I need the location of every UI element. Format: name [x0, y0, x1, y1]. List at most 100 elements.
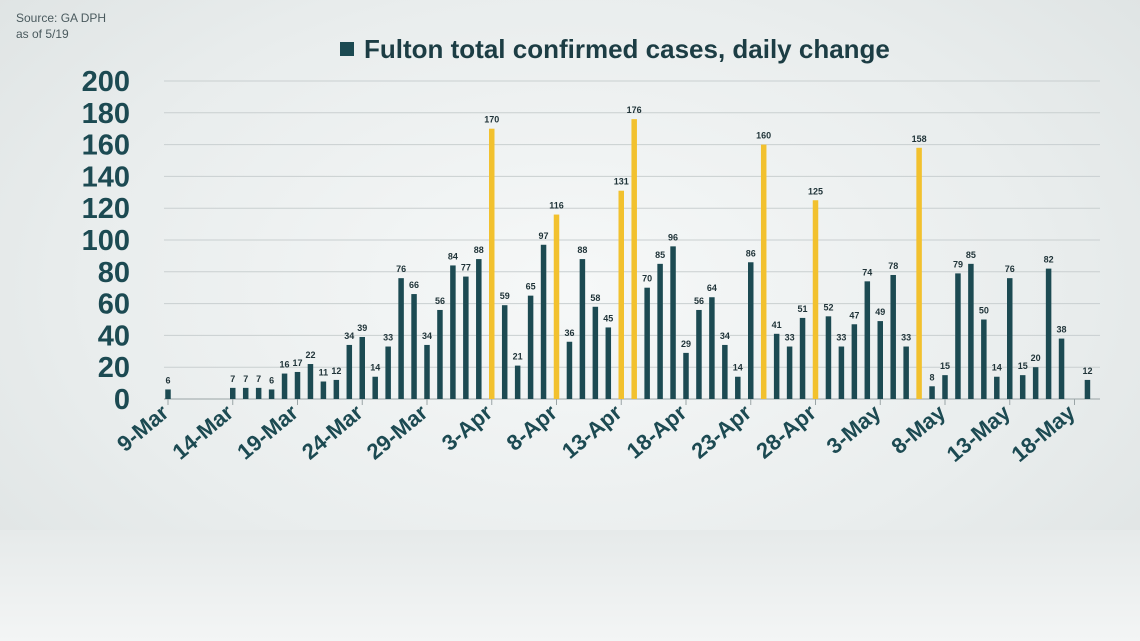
bar	[359, 336, 365, 399]
legend-swatch	[340, 42, 354, 56]
bar	[709, 297, 715, 399]
data-label: 176	[627, 105, 642, 115]
x-tick-label: 13-May	[942, 399, 1016, 467]
y-tick-label: 40	[98, 320, 130, 352]
bar	[165, 389, 171, 399]
x-tick-label: 3-May	[822, 399, 886, 459]
bar	[553, 214, 560, 399]
bar	[450, 265, 456, 399]
data-label: 70	[642, 274, 652, 284]
bar	[346, 344, 353, 399]
bar	[670, 246, 676, 399]
data-label: 50	[979, 306, 989, 316]
bar	[903, 346, 909, 399]
data-label: 85	[966, 250, 976, 260]
data-label: 33	[836, 333, 846, 343]
y-tick-label: 120	[82, 193, 130, 225]
data-label: 96	[668, 232, 678, 242]
data-label: 116	[549, 201, 564, 211]
bar	[748, 262, 754, 399]
data-label: 33	[785, 333, 795, 343]
bar	[890, 274, 896, 399]
data-label: 85	[655, 250, 665, 260]
data-label: 15	[940, 361, 950, 371]
data-label: 158	[912, 134, 927, 144]
x-tick-label: 18-Apr	[622, 399, 692, 463]
bar	[527, 295, 534, 399]
as-of-line: as of 5/19	[16, 27, 69, 41]
data-label: 6	[269, 375, 274, 385]
x-tick-label: 24-Mar	[297, 399, 368, 464]
bar	[877, 321, 883, 399]
data-label: 22	[305, 350, 315, 360]
data-label: 56	[694, 296, 704, 306]
data-label: 47	[849, 310, 859, 320]
bar	[411, 294, 417, 399]
data-label: 41	[772, 320, 782, 330]
data-label: 14	[370, 363, 380, 373]
x-tick-label: 13-Apr	[557, 399, 627, 463]
bar	[683, 352, 689, 399]
bar	[1058, 338, 1065, 399]
data-label: 15	[1018, 361, 1028, 371]
bar	[307, 364, 314, 399]
bar	[489, 128, 495, 399]
bar	[592, 306, 599, 399]
data-label: 170	[484, 115, 499, 125]
data-label: 7	[230, 374, 235, 384]
bar	[618, 190, 624, 399]
y-tick-label: 80	[98, 257, 130, 289]
bar	[320, 381, 327, 399]
bar	[281, 373, 288, 399]
data-label: 79	[953, 259, 963, 269]
bar	[929, 386, 935, 399]
y-tick-label: 20	[98, 352, 130, 384]
data-label: 59	[500, 291, 510, 301]
bar	[540, 244, 547, 399]
x-tick-label: 19-Mar	[232, 399, 303, 464]
data-label: 45	[603, 313, 613, 323]
source-line: Source: GA DPH	[16, 11, 107, 25]
bar	[657, 263, 663, 399]
bar	[268, 389, 275, 399]
bar	[294, 371, 301, 399]
data-label: 131	[614, 177, 629, 187]
bar	[916, 147, 922, 399]
bar	[722, 344, 728, 399]
x-tick-label: 3-Apr	[437, 399, 497, 455]
bar	[955, 273, 961, 399]
bar	[566, 341, 573, 399]
bar	[981, 319, 987, 399]
data-label: 88	[474, 245, 484, 255]
data-label: 20	[1031, 353, 1041, 363]
data-label: 6	[165, 375, 170, 385]
data-label: 51	[798, 304, 808, 314]
data-label: 11	[319, 368, 329, 378]
chart-title: Fulton total confirmed cases, daily chan…	[364, 33, 890, 64]
data-label: 78	[888, 261, 898, 271]
bar	[942, 375, 948, 399]
bar	[385, 346, 391, 399]
bar	[437, 309, 443, 399]
data-label: 76	[1005, 264, 1015, 274]
bar	[605, 327, 612, 399]
bar	[799, 317, 806, 399]
bar	[644, 287, 650, 399]
x-tick-label: 23-Apr	[687, 399, 757, 463]
data-label: 125	[808, 186, 823, 196]
bar	[398, 278, 404, 399]
x-tick-label: 28-Apr	[751, 399, 821, 463]
data-label: 14	[733, 363, 743, 373]
bar	[230, 387, 236, 399]
bar	[242, 387, 249, 399]
data-label: 33	[901, 333, 911, 343]
data-label: 86	[746, 248, 756, 258]
data-label: 58	[590, 293, 600, 303]
bar	[825, 316, 832, 399]
bar	[760, 144, 767, 399]
y-tick-label: 0	[114, 384, 130, 416]
data-label: 52	[823, 302, 833, 312]
y-tick-label: 100	[82, 225, 130, 257]
bar	[838, 346, 845, 399]
